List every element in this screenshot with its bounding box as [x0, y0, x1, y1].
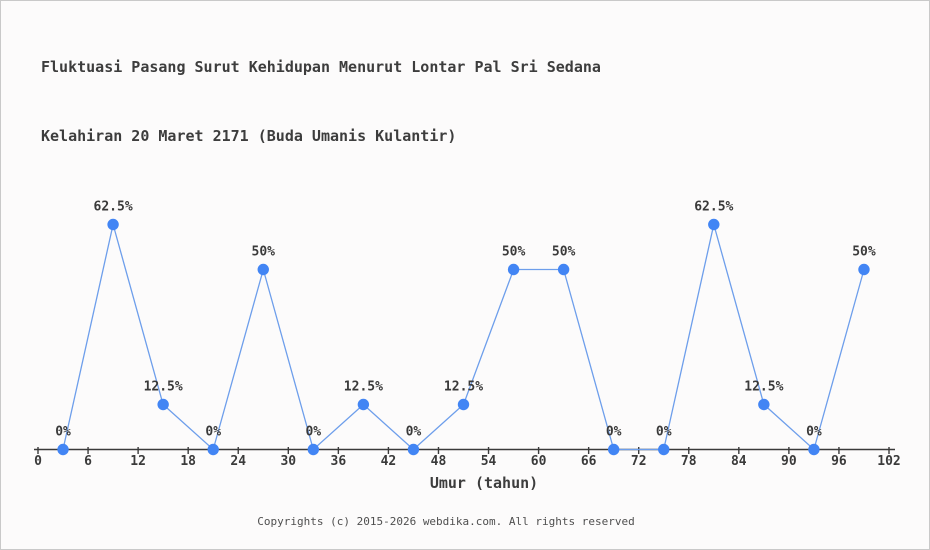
data-point-label: 0% [656, 425, 672, 440]
x-tick-label: 84 [731, 454, 747, 469]
data-point-label: 50% [852, 245, 876, 260]
data-point-marker [357, 398, 370, 411]
data-point-label: 0% [606, 425, 622, 440]
data-point-label: 50% [552, 245, 576, 260]
x-tick-label: 72 [631, 454, 647, 469]
data-point-label: 50% [252, 245, 276, 260]
x-tick-label: 6 [84, 454, 92, 469]
data-point-marker [758, 398, 770, 411]
data-point-label: 62.5% [694, 200, 733, 215]
data-point-label: 12.5% [344, 380, 383, 395]
x-tick-label: 30 [280, 454, 296, 469]
chart-title-line1: Fluktuasi Pasang Surut Kehidupan Menurut… [41, 58, 601, 76]
x-tick-label: 18 [180, 454, 196, 469]
data-point-marker [708, 218, 720, 231]
x-tick-label: 24 [230, 454, 246, 469]
data-point-label: 0% [305, 425, 321, 440]
data-point-marker [107, 218, 119, 231]
x-axis-label: Umur (tahun) [429, 474, 539, 492]
data-point-marker [457, 398, 470, 411]
data-line [62, 224, 865, 451]
data-point-label: 0% [406, 425, 422, 440]
data-point-label: 62.5% [94, 200, 133, 215]
data-point-marker [557, 263, 570, 276]
x-tick-label: 12 [130, 454, 146, 469]
x-tick-label: 102 [877, 454, 900, 469]
data-point-marker [858, 263, 870, 276]
x-tick-label: 60 [531, 454, 547, 469]
x-tick-label: 90 [781, 454, 797, 469]
x-tick-label: 36 [331, 454, 347, 469]
data-point-label: 0% [806, 425, 822, 440]
x-tick-label: 66 [581, 454, 597, 469]
data-point-marker [607, 443, 620, 456]
data-point-marker [57, 443, 69, 456]
data-point-label: 12.5% [744, 380, 783, 395]
data-point-marker [507, 263, 520, 276]
x-tick-label: 0 [34, 454, 42, 469]
data-point-marker [307, 443, 320, 456]
data-point-label: 50% [502, 245, 526, 260]
x-tick-label: 78 [681, 454, 697, 469]
x-tick-label: 54 [481, 454, 497, 469]
data-point-marker [157, 398, 169, 411]
x-tick-label: 48 [431, 454, 447, 469]
x-tick-label: 42 [381, 454, 397, 469]
copyright-text: Copyrights (c) 2015-2026 webdika.com. Al… [257, 515, 635, 528]
data-point-label: 0% [55, 425, 71, 440]
data-point-marker [658, 443, 670, 456]
data-point-marker [257, 263, 269, 276]
chart-title: Fluktuasi Pasang Surut Kehidupan Menurut… [41, 10, 601, 194]
data-point-label: 12.5% [144, 380, 183, 395]
data-point-marker [207, 443, 219, 456]
x-tick-label: 96 [831, 454, 847, 469]
chart-title-line2: Kelahiran 20 Maret 2171 (Buda Umanis Kul… [41, 127, 457, 145]
data-point-label: 12.5% [444, 380, 483, 395]
data-point-marker [407, 443, 420, 456]
data-point-label: 0% [205, 425, 221, 440]
data-point-marker [808, 443, 820, 456]
